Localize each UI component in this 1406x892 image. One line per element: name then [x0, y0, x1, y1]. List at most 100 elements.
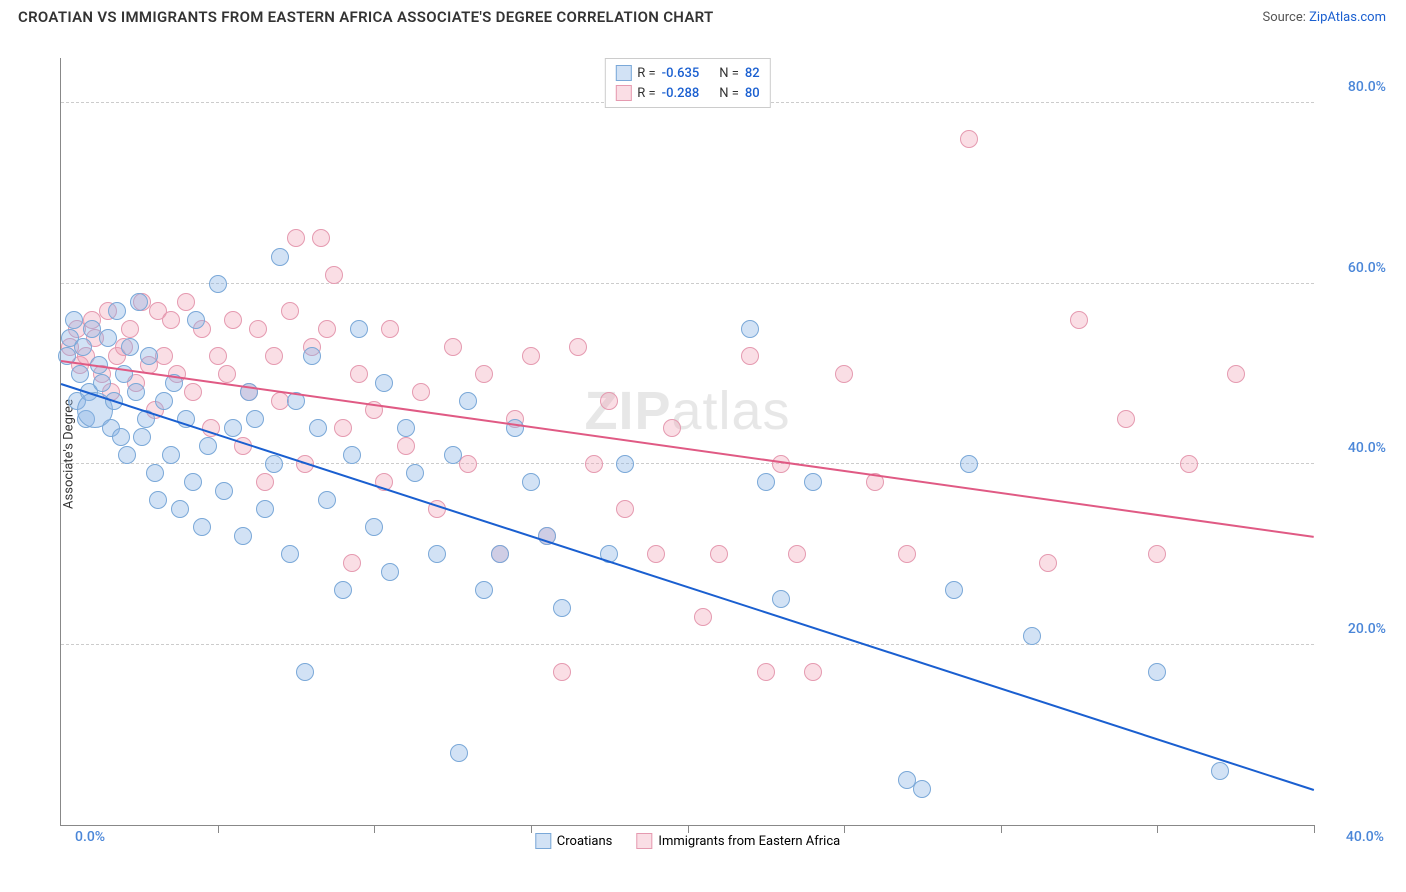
data-point-croatians [246, 410, 264, 428]
data-point-croatians [365, 518, 383, 536]
data-point-croatians [146, 464, 164, 482]
x-tick [374, 825, 375, 833]
data-point-immigrants [184, 383, 202, 401]
data-point-croatians [121, 338, 139, 356]
data-point-croatians [140, 347, 158, 365]
data-point-croatians [271, 248, 289, 266]
source-link[interactable]: ZipAtlas.com [1309, 10, 1386, 25]
data-point-croatians [1211, 762, 1229, 780]
data-point-immigrants [162, 311, 180, 329]
data-point-croatians [224, 419, 242, 437]
data-point-immigrants [647, 545, 665, 563]
x-tick [1157, 825, 1158, 833]
data-point-croatians [256, 500, 274, 518]
x-tick [844, 825, 845, 833]
data-point-immigrants [616, 500, 634, 518]
series-legend: Croatians Immigrants from Eastern Africa [535, 833, 840, 849]
r-value-croatians: -0.635 [662, 66, 700, 81]
data-point-immigrants [287, 229, 305, 247]
data-point-croatians [506, 419, 524, 437]
data-point-immigrants [1180, 455, 1198, 473]
data-point-immigrants [585, 455, 603, 473]
data-point-immigrants [1039, 554, 1057, 572]
data-point-croatians [960, 455, 978, 473]
data-point-immigrants [224, 311, 242, 329]
x-tick [688, 825, 689, 833]
data-point-croatians [406, 464, 424, 482]
data-point-immigrants [960, 130, 978, 148]
data-point-croatians [65, 311, 83, 329]
data-point-immigrants [256, 473, 274, 491]
data-point-croatians [171, 500, 189, 518]
data-point-immigrants [1227, 365, 1245, 383]
data-point-immigrants [694, 608, 712, 626]
data-point-croatians [375, 374, 393, 392]
y-tick-label: 60.0% [1348, 260, 1386, 276]
data-point-croatians [296, 663, 314, 681]
x-tick [218, 825, 219, 833]
data-point-immigrants [1070, 311, 1088, 329]
data-point-croatians [553, 599, 571, 617]
data-point-croatians [215, 482, 233, 500]
data-point-immigrants [444, 338, 462, 356]
data-point-croatians [772, 590, 790, 608]
data-point-immigrants [835, 365, 853, 383]
data-point-immigrants [553, 663, 571, 681]
data-point-immigrants [318, 320, 336, 338]
data-point-croatians [350, 320, 368, 338]
trendline-croatians [61, 383, 1315, 791]
data-point-immigrants [249, 320, 267, 338]
r-value-immigrants: -0.288 [662, 86, 700, 101]
data-point-croatians [71, 365, 89, 383]
source-attribution: Source: ZipAtlas.com [1262, 10, 1386, 25]
data-point-immigrants [804, 663, 822, 681]
y-tick-label: 80.0% [1348, 79, 1386, 95]
x-axis-max-label: 40.0% [1346, 829, 1384, 845]
data-point-croatians [741, 320, 759, 338]
data-point-immigrants [522, 347, 540, 365]
data-point-croatians [1023, 627, 1041, 645]
scatter-plot-area: ZIPatlas R = -0.635 N = 82 R = -0.288 N … [60, 58, 1314, 826]
data-point-croatians [450, 744, 468, 762]
x-tick [1314, 825, 1315, 833]
data-point-croatians [945, 581, 963, 599]
data-point-croatians [757, 473, 775, 491]
data-point-croatians [187, 311, 205, 329]
data-point-croatians [334, 581, 352, 599]
legend-item-immigrants: Immigrants from Eastern Africa [636, 833, 840, 849]
data-point-croatians [444, 446, 462, 464]
data-point-immigrants [569, 338, 587, 356]
data-point-immigrants [663, 419, 681, 437]
data-point-croatians [149, 491, 167, 509]
data-point-croatians [616, 455, 634, 473]
data-point-immigrants [209, 347, 227, 365]
legend-row-croatians: R = -0.635 N = 82 [615, 63, 759, 83]
n-value-immigrants: 80 [745, 86, 760, 101]
data-point-immigrants [381, 320, 399, 338]
data-point-croatians [303, 347, 321, 365]
data-point-croatians [459, 392, 477, 410]
data-point-immigrants [397, 437, 415, 455]
data-point-immigrants [757, 663, 775, 681]
swatch-immigrants [615, 85, 631, 101]
data-point-immigrants [218, 365, 236, 383]
data-point-croatians [99, 329, 117, 347]
data-point-immigrants [177, 293, 195, 311]
data-point-immigrants [710, 545, 728, 563]
n-value-croatians: 82 [745, 66, 760, 81]
data-point-croatians [193, 518, 211, 536]
data-point-croatians [209, 275, 227, 293]
data-point-croatians [913, 780, 931, 798]
data-point-croatians [93, 374, 111, 392]
data-point-croatians [343, 446, 361, 464]
data-point-immigrants [265, 347, 283, 365]
data-point-croatians [475, 581, 493, 599]
x-axis-min-label: 0.0% [75, 829, 105, 845]
data-point-croatians [199, 437, 217, 455]
gridline [61, 283, 1314, 284]
data-point-immigrants [459, 455, 477, 473]
data-point-immigrants [312, 229, 330, 247]
data-point-croatians [265, 455, 283, 473]
data-point-croatians [130, 293, 148, 311]
data-point-immigrants [741, 347, 759, 365]
